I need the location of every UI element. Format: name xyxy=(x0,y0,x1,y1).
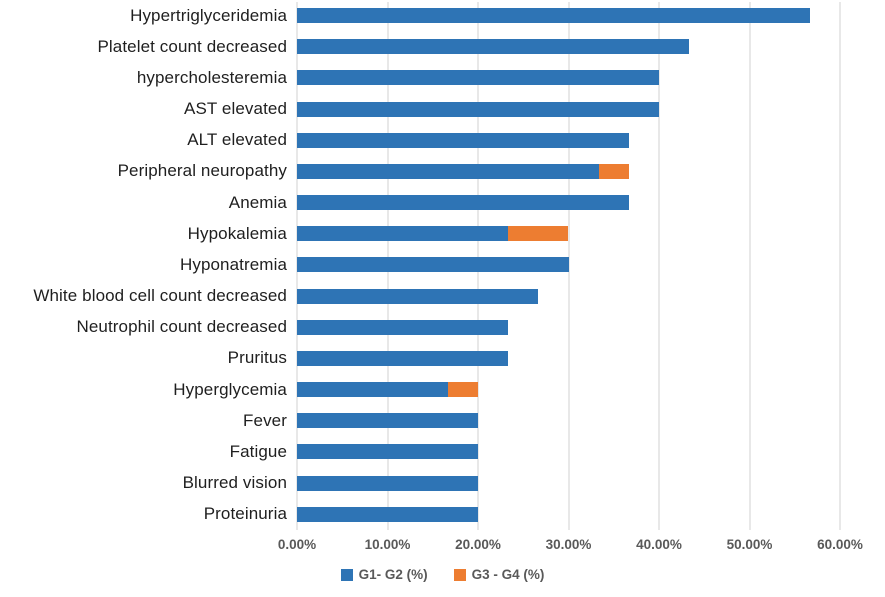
legend-item-g3-g4: G3 - G4 (%) xyxy=(453,567,545,582)
category-label: Hyponatremia xyxy=(179,254,287,274)
bar-segment-g1-g2 xyxy=(297,257,569,273)
bar-segment-g1-g2 xyxy=(297,8,810,24)
bar-segment-g1-g2 xyxy=(297,101,659,117)
category-label: Neutrophil count decreased xyxy=(76,317,287,337)
bar-row: Peripheral neuropathy xyxy=(0,156,885,187)
bar-stack xyxy=(297,132,629,148)
bar-segment-g1-g2 xyxy=(297,319,509,335)
bar-row: Hyponatremia xyxy=(0,249,885,280)
bar-segment-g1-g2 xyxy=(297,350,509,366)
category-label: Fatigue xyxy=(229,441,287,461)
category-label: Platelet count decreased xyxy=(97,36,287,56)
bar-segment-g1-g2 xyxy=(297,39,690,55)
axis-tick-label: 0.00% xyxy=(277,537,317,552)
bar-stack xyxy=(297,350,509,366)
category-label: Pruritus xyxy=(227,348,287,368)
category-label: Hypokalemia xyxy=(187,223,287,243)
bar-stack xyxy=(297,163,629,179)
category-label: Peripheral neuropathy xyxy=(117,161,287,181)
axis-tick-label: 50.00% xyxy=(726,537,773,552)
bar-row: Neutrophil count decreased xyxy=(0,312,885,343)
category-label: Proteinuria xyxy=(203,504,287,524)
category-label: Blurred vision xyxy=(182,473,287,493)
bar-segment-g3-g4 xyxy=(447,382,478,398)
bar-segment-g1-g2 xyxy=(297,132,629,148)
bar-stack xyxy=(297,195,629,211)
bar-row: Fever xyxy=(0,405,885,436)
legend-label-g1-g2: G1- G2 (%) xyxy=(358,567,428,582)
legend-swatch-g1-g2 xyxy=(340,568,353,581)
bar-row: Hypokalemia xyxy=(0,218,885,249)
category-label: Hyperglycemia xyxy=(173,379,287,399)
gridline xyxy=(658,2,660,530)
bar-segment-g1-g2 xyxy=(297,506,478,522)
legend-item-g1-g2: G1- G2 (%) xyxy=(340,567,428,582)
bar-stack xyxy=(297,8,810,24)
category-label: ALT elevated xyxy=(187,130,287,150)
bar-row: AST elevated xyxy=(0,94,885,125)
axis-tick-label: 30.00% xyxy=(545,537,592,552)
category-label: hypercholesteremia xyxy=(136,67,287,87)
bar-row: ALT elevated xyxy=(0,125,885,156)
bar-stack xyxy=(297,319,509,335)
category-label: Fever xyxy=(243,410,287,430)
bar-stack xyxy=(297,288,539,304)
bar-segment-g1-g2 xyxy=(297,413,478,429)
bar-row: White blood cell count decreased xyxy=(0,281,885,312)
legend: G1- G2 (%) G3 - G4 (%) xyxy=(0,567,885,582)
bar-row: Anemia xyxy=(0,187,885,218)
bar-segment-g1-g2 xyxy=(297,288,539,304)
bar-stack xyxy=(297,475,478,491)
axis-tick-label: 40.00% xyxy=(636,537,682,552)
bar-stack xyxy=(297,444,478,460)
bar-segment-g1-g2 xyxy=(297,226,509,242)
category-label: AST elevated xyxy=(184,99,287,119)
bar-row: Fatigue xyxy=(0,436,885,467)
bar-segment-g1-g2 xyxy=(297,195,629,211)
bar-segment-g1-g2 xyxy=(297,163,599,179)
gridline xyxy=(567,2,570,530)
legend-swatch-g3-g4 xyxy=(453,568,466,581)
bar-stack xyxy=(297,101,659,117)
bar-segment-g3-g4 xyxy=(598,163,629,179)
bar-row: Hypertriglyceridemia xyxy=(0,0,885,31)
axis-tick-label: 10.00% xyxy=(364,537,411,552)
bar-stack xyxy=(297,70,659,86)
gridline xyxy=(839,2,841,530)
bar-stack xyxy=(297,39,690,55)
category-label: Anemia xyxy=(228,192,287,212)
axis-tick-label: 60.00% xyxy=(817,537,863,552)
x-axis: 0.00% 10.00% 20.00% 30.00% 40.00% 50.00% 60.00… xyxy=(278,537,863,555)
bar-row: Proteinuria xyxy=(0,499,885,530)
bar-segment-g1-g2 xyxy=(297,382,448,398)
bar-segment-g3-g4 xyxy=(508,226,569,242)
bar-stack xyxy=(297,382,478,398)
bar-segment-g1-g2 xyxy=(297,444,478,460)
legend-label-g3-g4: G3 - G4 (%) xyxy=(471,567,545,582)
category-label: White blood cell count decreased xyxy=(33,286,287,306)
bar-row: Hyperglycemia xyxy=(0,374,885,405)
category-label: Hypertriglyceridemia xyxy=(130,5,287,25)
bar-row: Pruritus xyxy=(0,343,885,374)
bar-row: hypercholesteremia xyxy=(0,62,885,93)
bar-row: Platelet count decreased xyxy=(0,31,885,62)
bar-segment-g1-g2 xyxy=(297,475,478,491)
bar-rows: Hypertriglyceridemia Platelet count decre… xyxy=(0,0,885,530)
bar-row: Blurred vision xyxy=(0,468,885,499)
bar-stack xyxy=(297,506,478,522)
bar-stack xyxy=(297,257,569,273)
gridline xyxy=(748,2,751,530)
axis-tick-label: 20.00% xyxy=(455,537,501,552)
bar-stack xyxy=(297,413,478,429)
bar-segment-g1-g2 xyxy=(297,70,659,86)
bar-stack xyxy=(297,226,569,242)
